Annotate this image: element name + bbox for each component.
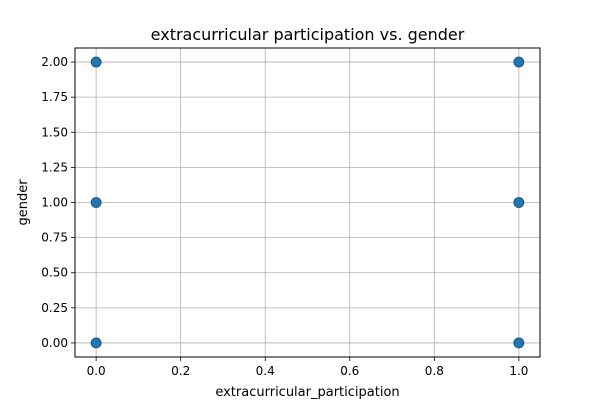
x-tick-label: 0.8 [425, 364, 444, 378]
data-point [90, 337, 102, 349]
x-tick-label: 1.0 [509, 364, 528, 378]
data-points [90, 56, 525, 349]
data-point [90, 56, 102, 68]
data-point [90, 197, 102, 208]
y-tick-label: 0.50 [41, 266, 68, 280]
x-axis-ticks: 0.0 0.2 0.4 0.6 0.8 1.0 [87, 357, 528, 378]
x-tick-label: 0.2 [171, 364, 190, 378]
y-tick-label: 0.00 [41, 336, 68, 350]
grid [75, 48, 540, 357]
data-point [513, 56, 525, 68]
x-axis-label: extracurricular_participation [215, 385, 399, 400]
y-tick-label: 1.00 [41, 196, 68, 210]
x-tick-label: 0.6 [340, 364, 359, 378]
x-tick-label: 0.0 [87, 364, 106, 378]
data-point [513, 337, 525, 349]
y-tick-label: 0.25 [41, 301, 68, 315]
y-tick-label: 0.75 [41, 231, 68, 245]
y-axis-label: gender [16, 179, 31, 226]
data-point [513, 197, 525, 208]
y-tick-label: 1.75 [41, 90, 68, 104]
chart-title: extracurricular participation vs. gender [151, 25, 465, 44]
y-tick-label: 1.25 [41, 160, 68, 174]
y-axis-ticks: 0.00 0.25 0.50 0.75 1.00 1.25 1.50 1.75 2.00 [41, 55, 75, 350]
y-tick-label: 1.50 [41, 125, 68, 139]
y-tick-label: 2.00 [41, 55, 68, 69]
x-tick-label: 0.4 [256, 364, 275, 378]
